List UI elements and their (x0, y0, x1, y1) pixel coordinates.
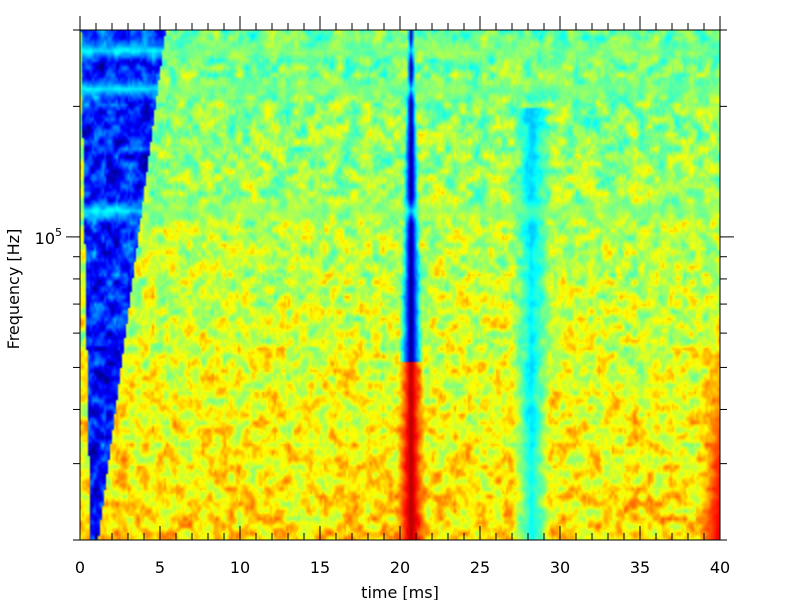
x-tick-label: 25 (470, 558, 490, 577)
y-axis-ticks: 105 (35, 29, 734, 541)
x-tick-label: 10 (230, 558, 250, 577)
x-tick-label: 35 (630, 558, 650, 577)
y-tick-label-base: 10 (35, 229, 55, 248)
x-tick-label: 40 (710, 558, 730, 577)
y-tick-label: 105 (35, 226, 62, 248)
plot-area (79, 29, 721, 541)
x-axis-ticks: 0 5 10 15 20 25 30 35 40 (75, 16, 730, 577)
x-tick-label: 5 (155, 558, 165, 577)
y-tick-label-exponent: 5 (55, 226, 62, 239)
y-axis-label: Frequency [Hz] (4, 229, 23, 350)
x-axis-label: time [ms] (361, 583, 439, 600)
x-tick-label: 0 (75, 558, 85, 577)
x-tick-label: 15 (310, 558, 330, 577)
x-tick-label: 20 (390, 558, 410, 577)
x-tick-label: 30 (550, 558, 570, 577)
spectrogram-heatmap (80, 30, 720, 540)
